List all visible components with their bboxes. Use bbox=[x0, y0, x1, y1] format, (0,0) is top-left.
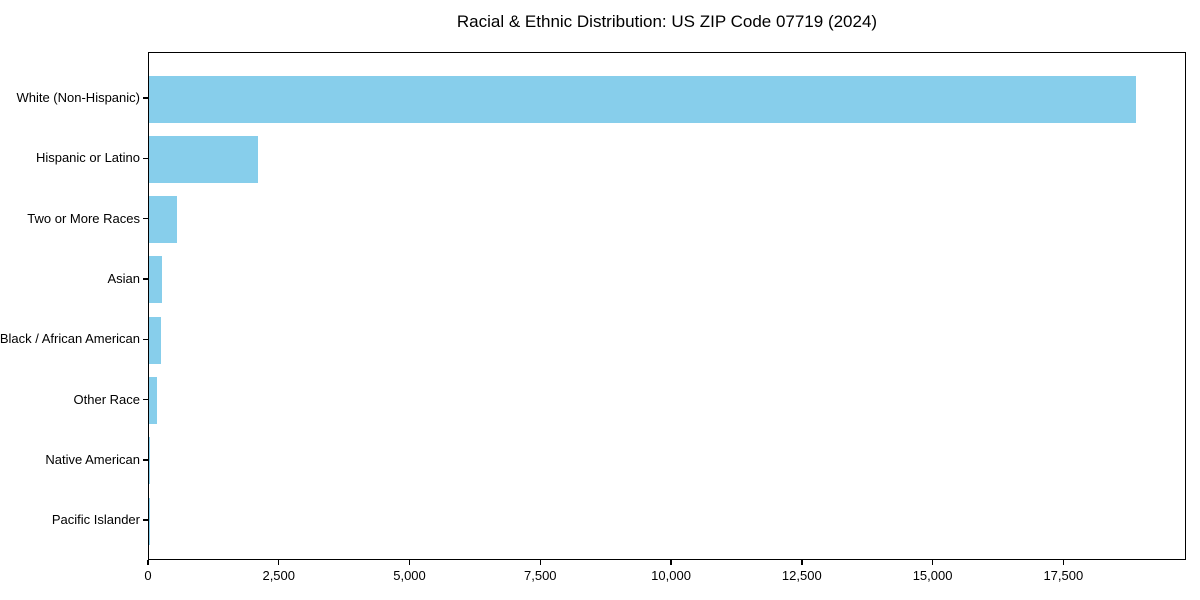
y-axis-tick bbox=[143, 519, 148, 521]
x-axis-tick-label: 17,500 bbox=[1043, 568, 1084, 583]
y-axis-tick bbox=[143, 157, 148, 159]
y-axis-label: Pacific Islander bbox=[51, 512, 140, 528]
x-axis-tick bbox=[539, 560, 541, 565]
x-axis-tick-label: 5,000 bbox=[393, 568, 426, 583]
y-axis-tick bbox=[143, 217, 148, 220]
y-axis-tick bbox=[143, 398, 148, 401]
x-axis-tick-label: 15,000 bbox=[912, 568, 953, 583]
x-axis-tick bbox=[147, 560, 149, 565]
y-axis-label: Hispanic or Latino bbox=[35, 150, 140, 166]
x-axis-tick bbox=[801, 560, 803, 565]
plot-area bbox=[148, 52, 1186, 560]
x-axis-tick-label: 7,500 bbox=[524, 568, 557, 583]
x-axis-tick-label: 0 bbox=[144, 568, 152, 583]
x-axis-tick bbox=[931, 560, 934, 565]
y-axis-label: White (Non-Hispanic) bbox=[16, 90, 140, 106]
chart-title: Racial & Ethnic Distribution: US ZIP Cod… bbox=[456, 12, 878, 31]
x-axis-tick-label: 2,500 bbox=[262, 568, 296, 583]
y-axis-label: Native American bbox=[45, 451, 140, 467]
y-axis-label: Two or More Races bbox=[27, 210, 140, 226]
y-axis-tick bbox=[143, 338, 148, 340]
x-axis-tick bbox=[408, 560, 411, 565]
bar-two-or-more-races bbox=[149, 196, 178, 244]
bar-black-african-american bbox=[149, 316, 162, 364]
x-axis-tick bbox=[1062, 560, 1065, 565]
x-axis-tick-label: 12,500 bbox=[781, 568, 822, 583]
y-axis-label: Black / African American bbox=[0, 331, 140, 347]
bar-white-non-hispanic bbox=[149, 75, 1136, 123]
x-axis-tick bbox=[278, 560, 280, 565]
x-axis-tick-label: 10,000 bbox=[651, 568, 691, 583]
x-axis-tick bbox=[670, 560, 672, 565]
y-axis-tick bbox=[143, 97, 148, 99]
bar-asian bbox=[149, 256, 162, 304]
y-axis-tick bbox=[143, 459, 148, 461]
y-axis-label: Other Race bbox=[73, 391, 140, 407]
bar-other-race bbox=[149, 377, 157, 425]
bar-hispanic-or-latino bbox=[149, 135, 259, 183]
y-axis-label: Asian bbox=[107, 270, 140, 286]
y-axis-tick bbox=[143, 278, 148, 280]
